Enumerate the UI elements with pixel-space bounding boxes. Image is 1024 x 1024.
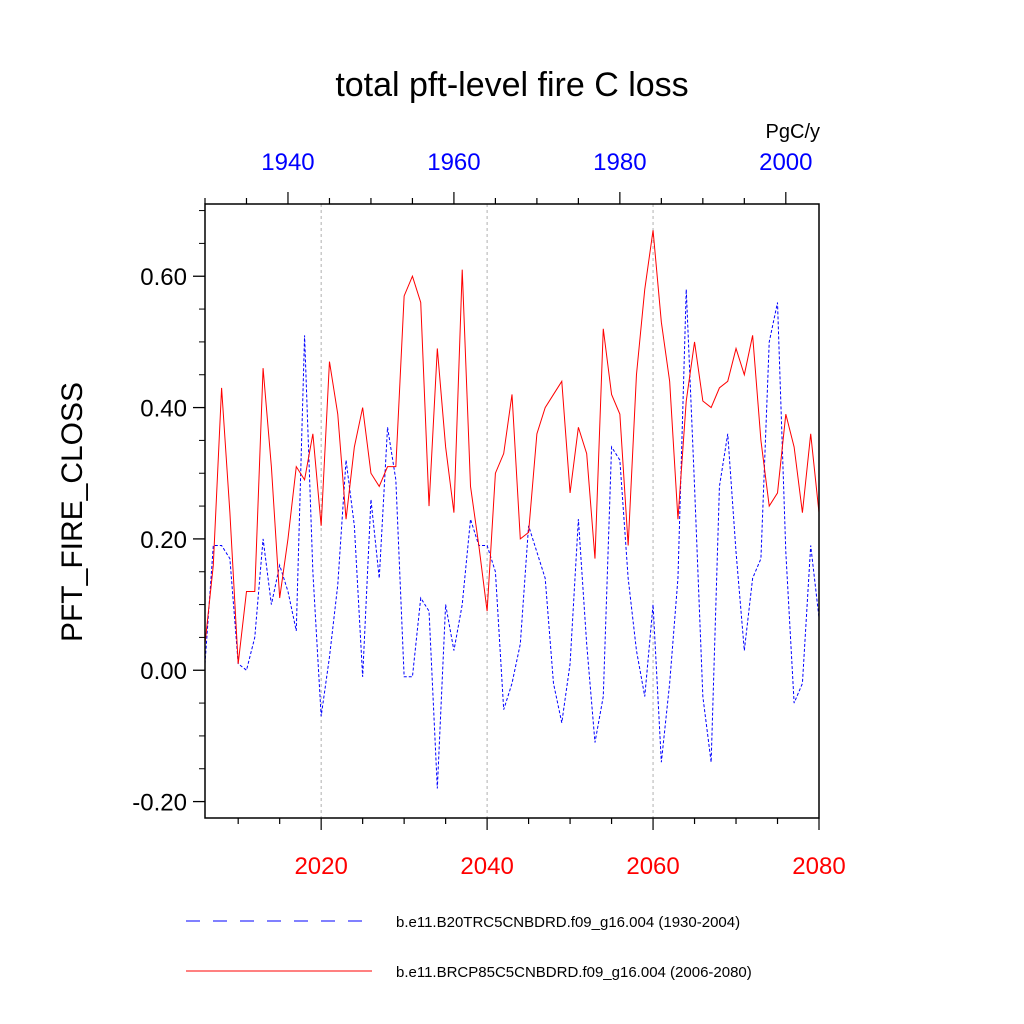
y-tick-label: 0.00 (140, 658, 187, 685)
units-label: PgC/y (766, 121, 820, 143)
x-top-tick-label: 2000 (759, 149, 812, 176)
chart-title: total pft-level fire C loss (335, 66, 688, 104)
series-layer (204, 230, 820, 789)
x-top-tick-label: 1980 (593, 149, 646, 176)
series-line-1 (204, 289, 820, 789)
x-bottom-tick-label: 2060 (626, 853, 679, 880)
legend-label-1: b.e11.B20TRC5CNBDRD.f09_g16.004 (1930-20… (396, 914, 740, 931)
legend-label-2: b.e11.BRCP85C5CNBDRD.f09_g16.004 (2006-2… (396, 964, 752, 981)
x-bottom-tick-label: 2040 (460, 853, 513, 880)
legend: b.e11.B20TRC5CNBDRD.f09_g16.004 (1930-20… (186, 914, 752, 981)
y-tick-label: 0.60 (140, 264, 187, 291)
y-axis-label: PFT_FIRE_CLOSS (56, 382, 89, 642)
x-bottom-tick-label: 2020 (294, 853, 347, 880)
y-tick-label: 0.40 (140, 396, 187, 423)
x-bottom-tick-label: 2080 (792, 853, 845, 880)
series-line-2 (204, 230, 820, 664)
x-top-tick-label: 1960 (427, 149, 480, 176)
y-tick-label: 0.20 (140, 527, 187, 554)
plot-frame (204, 203, 820, 819)
x-top-tick-label: 1940 (261, 149, 314, 176)
y-tick-label: -0.20 (132, 790, 187, 817)
gridlines (320, 204, 654, 818)
axes-layer: -0.20 0.00 0.20 0.40 0.60 2020 2040 2060 2080 194… (132, 149, 845, 880)
